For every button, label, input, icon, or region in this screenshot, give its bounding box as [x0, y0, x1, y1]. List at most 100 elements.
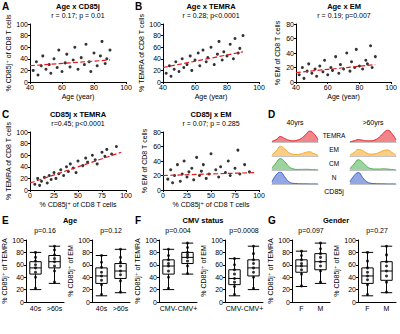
svg-text:% EM of CD8 T cells: % EM of CD8 T cells [141, 128, 148, 193]
svg-text:60: 60 [282, 261, 290, 268]
svg-text:r=0.45; p<0.0001: r=0.45; p<0.0001 [51, 120, 104, 128]
svg-text:25: 25 [183, 192, 191, 199]
svg-text:60: 60 [286, 35, 294, 42]
svg-text:80: 80 [82, 249, 90, 256]
svg-text:% CD85j⁺ of EM: % CD85j⁺ of EM [333, 245, 341, 297]
svg-text:40: 40 [282, 274, 290, 281]
svg-text:60: 60 [58, 84, 66, 91]
svg-text:CMV-: CMV- [226, 305, 244, 312]
svg-text:CD85j x EM: CD85j x EM [191, 110, 232, 119]
svg-text:>60yrs: >60yrs [362, 119, 384, 127]
svg-text:60: 60 [149, 261, 157, 268]
svg-text:20: 20 [348, 286, 356, 293]
svg-text:40: 40 [292, 84, 300, 91]
svg-text:100: 100 [120, 192, 132, 199]
svg-text:60: 60 [82, 261, 90, 268]
svg-text:N: N [332, 174, 337, 181]
svg-text:75: 75 [231, 192, 239, 199]
svg-text:80: 80 [149, 249, 157, 256]
svg-text:60: 60 [324, 84, 332, 91]
svg-text:100: 100 [120, 84, 132, 91]
svg-text:0: 0 [161, 192, 165, 199]
svg-text:40s: 40s [30, 305, 42, 312]
svg-text:M: M [384, 305, 390, 312]
svg-text:CMV+: CMV+ [178, 305, 198, 312]
svg-text:0: 0 [286, 299, 290, 306]
svg-text:80: 80 [20, 32, 28, 39]
svg-text:80: 80 [356, 84, 364, 91]
svg-text:D: D [268, 109, 275, 120]
svg-text:>60s: >60s [47, 305, 63, 312]
svg-text:r = 0.17; p = 0.01: r = 0.17; p = 0.01 [51, 12, 104, 20]
svg-text:100: 100 [16, 129, 28, 136]
svg-text:Gender: Gender [323, 216, 349, 225]
svg-text:80: 80 [282, 249, 290, 256]
svg-text:E: E [2, 215, 9, 226]
svg-text:100: 100 [12, 237, 24, 244]
svg-text:% CD85j⁺ of TEMRA: % CD85j⁺ of TEMRA [267, 238, 275, 304]
svg-text:A: A [2, 1, 9, 12]
svg-text:F: F [299, 305, 303, 312]
svg-text:r = 0.28; p<0.0001: r = 0.28; p<0.0001 [182, 12, 239, 20]
svg-text:B: B [135, 1, 142, 12]
svg-text:100: 100 [145, 237, 157, 244]
svg-text:% CD85j⁺ of CD8 T cells: % CD85j⁺ of CD8 T cells [173, 201, 250, 209]
svg-text:40: 40 [20, 163, 28, 170]
svg-text:20: 20 [16, 286, 24, 293]
svg-text:20: 20 [215, 286, 223, 293]
svg-text:% TEMRA of CD8 T cells: % TEMRA of CD8 T cells [5, 122, 12, 200]
svg-text:0: 0 [86, 299, 90, 306]
svg-text:20: 20 [286, 64, 294, 71]
svg-text:60: 60 [16, 261, 24, 268]
svg-text:CM: CM [329, 160, 339, 167]
svg-text:20: 20 [153, 172, 161, 179]
svg-text:20: 20 [20, 175, 28, 182]
svg-text:80: 80 [20, 140, 28, 147]
svg-text:100: 100 [253, 84, 265, 91]
svg-text:80: 80 [215, 249, 223, 256]
svg-text:CD85j x TEMRA: CD85j x TEMRA [50, 110, 107, 119]
svg-text:0: 0 [20, 299, 24, 306]
svg-text:M: M [318, 305, 324, 312]
svg-text:100: 100 [149, 21, 161, 28]
svg-text:20: 20 [282, 286, 290, 293]
svg-text:25: 25 [50, 192, 58, 199]
svg-text:40: 40 [149, 274, 157, 281]
svg-text:>60s: >60s [113, 305, 129, 312]
svg-text:% CD85j⁺ of CD8 T cells: % CD85j⁺ of CD8 T cells [40, 201, 117, 209]
svg-text:p=0.0008: p=0.0008 [229, 227, 258, 235]
svg-text:% CD85j⁺ of EM: % CD85j⁺ of EM [67, 245, 75, 297]
svg-text:CMV+: CMV+ [244, 305, 264, 312]
svg-text:% CD85j⁺ of TEMRA: % CD85j⁺ of TEMRA [134, 238, 142, 304]
svg-text:60: 60 [153, 44, 161, 51]
svg-text:40: 40 [82, 274, 90, 281]
svg-text:TEMRA: TEMRA [323, 132, 346, 139]
svg-text:40: 40 [26, 84, 34, 91]
svg-text:100: 100 [344, 237, 356, 244]
svg-text:Age x CD85j: Age x CD85j [56, 2, 100, 11]
svg-text:20: 20 [149, 286, 157, 293]
svg-text:60: 60 [153, 143, 161, 150]
svg-text:0: 0 [219, 299, 223, 306]
svg-text:p=0.004: p=0.004 [165, 227, 191, 235]
svg-text:20: 20 [20, 67, 28, 74]
svg-text:100: 100 [278, 237, 290, 244]
svg-text:Age (year): Age (year) [62, 93, 95, 101]
svg-text:100: 100 [211, 237, 223, 244]
svg-text:p=0.097: p=0.097 [298, 227, 324, 235]
svg-text:40: 40 [215, 274, 223, 281]
svg-text:r = 0.07; p = 0.285: r = 0.07; p = 0.285 [182, 120, 239, 128]
svg-text:Age (year): Age (year) [327, 93, 360, 101]
svg-text:p=0.16: p=0.16 [34, 227, 56, 235]
svg-text:80: 80 [348, 249, 356, 256]
svg-text:80: 80 [153, 129, 161, 136]
svg-text:100: 100 [16, 21, 28, 28]
svg-text:40: 40 [16, 274, 24, 281]
svg-text:100: 100 [253, 192, 265, 199]
svg-text:40: 40 [286, 50, 294, 57]
svg-text:40: 40 [153, 55, 161, 62]
svg-text:% CD85j⁺ of EM: % CD85j⁺ of EM [200, 245, 208, 297]
svg-text:60: 60 [215, 261, 223, 268]
svg-text:80: 80 [153, 32, 161, 39]
svg-text:Age x TEMRA: Age x TEMRA [186, 2, 236, 11]
